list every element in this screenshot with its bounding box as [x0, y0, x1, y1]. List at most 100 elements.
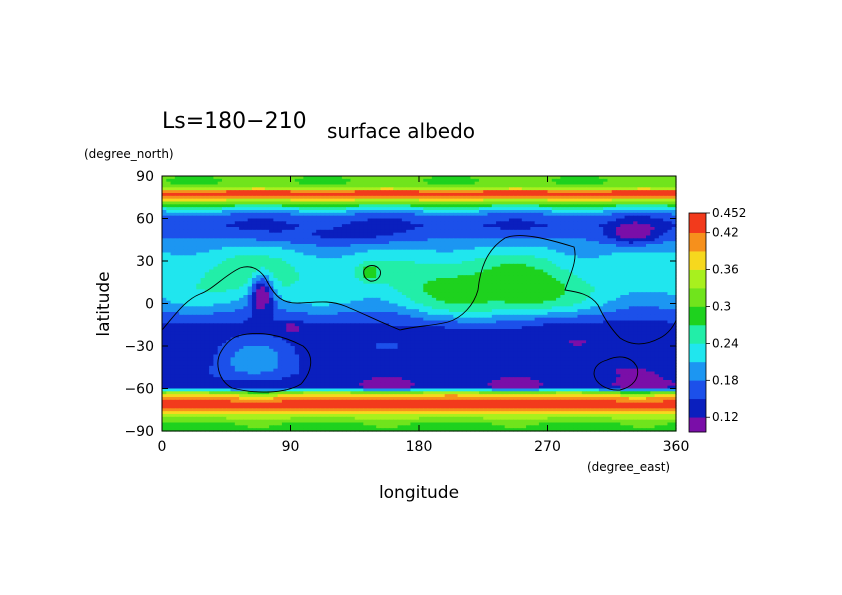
heatmap-cell	[530, 241, 536, 245]
heatmap-cell	[209, 292, 214, 296]
heatmap-cell	[234, 235, 240, 239]
heatmap-cell	[371, 269, 377, 273]
heatmap-cell	[598, 187, 604, 191]
heatmap-cell	[204, 292, 210, 296]
heatmap-cell	[457, 261, 463, 265]
heatmap-cell	[166, 280, 172, 285]
heatmap-cell	[384, 207, 390, 211]
heatmap-cell	[256, 292, 262, 296]
heatmap-cell	[260, 289, 266, 293]
heatmap-cell	[320, 224, 326, 228]
heatmap-cell	[217, 278, 223, 282]
heatmap-cell	[573, 255, 579, 259]
heatmap-cell	[269, 283, 274, 288]
heatmap-cell	[166, 184, 172, 188]
heatmap-cell	[547, 235, 553, 239]
heatmap-cell	[401, 238, 407, 242]
heatmap-cell	[234, 187, 240, 191]
heatmap-cell	[316, 232, 322, 237]
heatmap-cell	[466, 252, 471, 256]
heatmap-cell	[260, 280, 266, 285]
heatmap-cell	[581, 278, 587, 282]
heatmap-cell	[174, 215, 180, 220]
heatmap-cell	[414, 266, 420, 271]
heatmap-cell	[162, 246, 167, 251]
heatmap-cell	[217, 252, 223, 256]
heatmap-cell	[273, 238, 279, 242]
heatmap-cell	[637, 283, 643, 288]
heatmap-cell	[560, 229, 566, 234]
heatmap-cell	[564, 272, 570, 276]
heatmap-cell	[508, 224, 514, 228]
heatmap-cell	[628, 278, 634, 282]
heatmap-cell	[239, 193, 244, 197]
heatmap-cell	[448, 190, 454, 194]
heatmap-cell	[483, 215, 489, 220]
heatmap-cell	[538, 229, 544, 234]
heatmap-cell	[341, 190, 347, 194]
heatmap-cell	[209, 204, 214, 208]
heatmap-cell	[461, 238, 467, 242]
heatmap-cell	[324, 283, 330, 288]
heatmap-cell	[568, 232, 574, 237]
heatmap-cell	[329, 280, 334, 285]
heatmap-cell	[303, 210, 309, 214]
heatmap-cell	[556, 249, 561, 254]
heatmap-cell	[414, 212, 420, 217]
heatmap-cell	[483, 195, 489, 200]
heatmap-cell	[221, 261, 227, 265]
heatmap-cell	[234, 258, 240, 262]
heatmap-cell	[466, 289, 471, 293]
heatmap-cell	[337, 227, 343, 231]
heatmap-cell	[294, 178, 300, 183]
heatmap-cell	[646, 198, 651, 203]
heatmap-cell	[551, 241, 557, 245]
heatmap-cell	[414, 184, 420, 188]
heatmap-cell	[209, 244, 214, 248]
heatmap-cell	[269, 176, 274, 180]
heatmap-cell	[504, 275, 510, 279]
heatmap-cell	[654, 246, 660, 251]
heatmap-cell	[337, 275, 343, 279]
heatmap-cell	[620, 238, 626, 242]
heatmap-cell	[380, 235, 386, 239]
heatmap-cell	[444, 249, 450, 254]
heatmap-cell	[341, 244, 347, 248]
heatmap-cell	[316, 275, 322, 279]
heatmap-cell	[234, 190, 240, 194]
heatmap-cell	[410, 187, 416, 191]
heatmap-cell	[269, 241, 274, 245]
heatmap-cell	[359, 246, 364, 251]
heatmap-cell	[234, 286, 240, 290]
heatmap-cell	[526, 258, 531, 262]
heatmap-cell	[230, 190, 236, 194]
heatmap-cell	[269, 292, 274, 296]
heatmap-cell	[196, 184, 202, 188]
heatmap-cell	[324, 221, 330, 225]
heatmap-cell	[234, 207, 240, 211]
heatmap-cell	[551, 266, 557, 271]
heatmap-cell	[658, 263, 664, 268]
heatmap-cell	[337, 195, 343, 200]
heatmap-cell	[269, 212, 274, 217]
heatmap-cell	[603, 224, 609, 228]
heatmap-cell	[466, 227, 471, 231]
heatmap-cell	[320, 272, 326, 276]
heatmap-cell	[470, 181, 476, 186]
heatmap-cell	[641, 272, 647, 276]
heatmap-cell	[410, 176, 416, 180]
heatmap-cell	[196, 263, 202, 268]
heatmap-cell	[491, 278, 497, 282]
heatmap-cell	[478, 210, 484, 214]
heatmap-cell	[556, 246, 561, 251]
heatmap-cell	[294, 176, 300, 180]
heatmap-cell	[624, 201, 630, 205]
heatmap-cell	[491, 238, 497, 242]
heatmap-cell	[174, 263, 180, 268]
heatmap-cell	[247, 221, 253, 225]
heatmap-cell	[350, 218, 356, 222]
heatmap-cell	[646, 261, 651, 265]
heatmap-cell	[359, 272, 364, 276]
heatmap-cell	[654, 238, 660, 242]
heatmap-cell	[568, 190, 574, 194]
